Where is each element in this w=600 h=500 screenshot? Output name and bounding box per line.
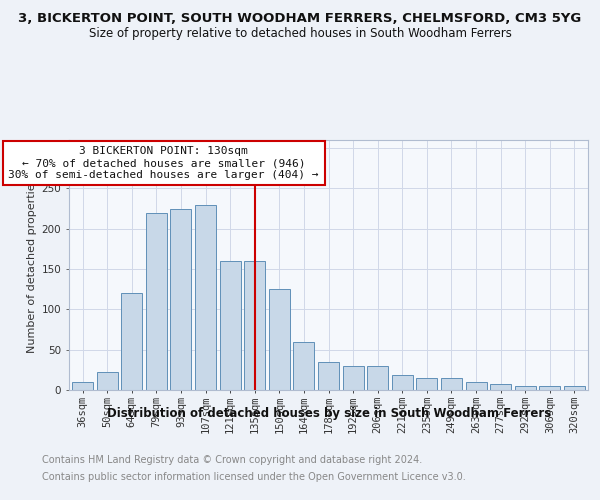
Bar: [121, 293, 142, 390]
Bar: [416, 378, 437, 390]
Bar: [490, 384, 511, 390]
Bar: [220, 261, 241, 390]
Bar: [318, 362, 339, 390]
Bar: [564, 386, 585, 390]
Text: Distribution of detached houses by size in South Woodham Ferrers: Distribution of detached houses by size …: [107, 408, 551, 420]
Text: Size of property relative to detached houses in South Woodham Ferrers: Size of property relative to detached ho…: [89, 28, 511, 40]
Bar: [343, 366, 364, 390]
Bar: [293, 342, 314, 390]
Bar: [392, 376, 413, 390]
Bar: [72, 382, 93, 390]
Bar: [367, 366, 388, 390]
Text: Contains HM Land Registry data © Crown copyright and database right 2024.: Contains HM Land Registry data © Crown c…: [42, 455, 422, 465]
Text: Contains public sector information licensed under the Open Government Licence v3: Contains public sector information licen…: [42, 472, 466, 482]
Bar: [244, 261, 265, 390]
Text: 3, BICKERTON POINT, SOUTH WOODHAM FERRERS, CHELMSFORD, CM3 5YG: 3, BICKERTON POINT, SOUTH WOODHAM FERRER…: [19, 12, 581, 26]
Bar: [515, 386, 536, 390]
Y-axis label: Number of detached properties: Number of detached properties: [28, 178, 37, 352]
Bar: [466, 382, 487, 390]
Bar: [170, 208, 191, 390]
Bar: [269, 289, 290, 390]
Bar: [146, 212, 167, 390]
Bar: [441, 378, 462, 390]
Bar: [539, 386, 560, 390]
Bar: [195, 204, 216, 390]
Text: 3 BICKERTON POINT: 130sqm
← 70% of detached houses are smaller (946)
30% of semi: 3 BICKERTON POINT: 130sqm ← 70% of detac…: [8, 146, 319, 180]
Bar: [97, 372, 118, 390]
